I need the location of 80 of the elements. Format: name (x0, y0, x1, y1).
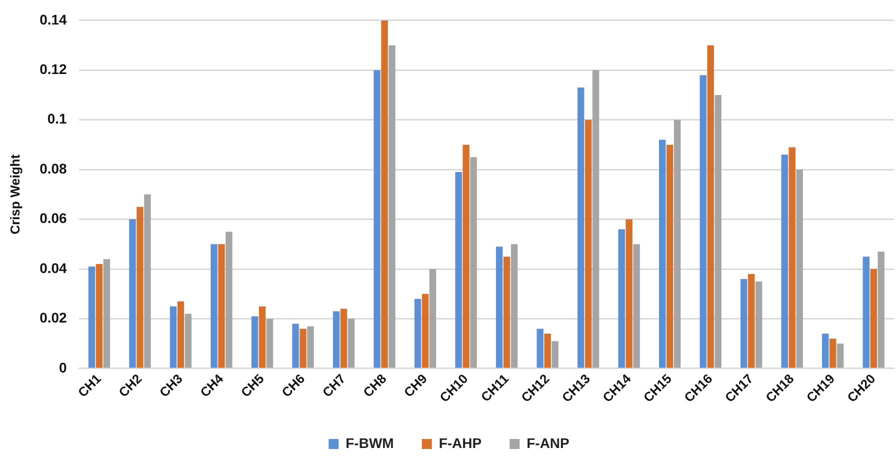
y-tick-label: 0.06 (40, 210, 68, 226)
bar (170, 306, 177, 368)
bar (218, 244, 225, 368)
bar (862, 256, 870, 368)
bar (266, 318, 274, 368)
bar (577, 88, 584, 368)
y-tick-label: 0 (59, 359, 68, 376)
bar (470, 157, 477, 368)
bar (822, 334, 829, 368)
bar (496, 246, 503, 368)
bar (226, 232, 232, 368)
bar (740, 278, 748, 368)
y-tick-label: 0.1 (47, 110, 68, 127)
x-tick-label: CH2 (116, 371, 145, 400)
bar (300, 328, 306, 368)
bar (422, 294, 429, 368)
bar (332, 311, 340, 368)
bar (796, 170, 803, 368)
bar (184, 314, 192, 368)
x-tick-label: CH6 (278, 371, 308, 400)
bar (830, 338, 836, 368)
bar (674, 120, 681, 368)
x-tick-label: CH9 (400, 371, 430, 400)
bar (88, 266, 96, 368)
bar (592, 70, 600, 368)
legend-label: F-ANP (526, 434, 570, 451)
bar (870, 269, 877, 368)
bar (748, 274, 755, 368)
bar (129, 219, 136, 368)
x-tick-label: CH8 (360, 371, 390, 400)
bar (340, 308, 348, 368)
bar (755, 281, 762, 368)
bar (544, 334, 551, 368)
bar (455, 172, 462, 368)
bar (258, 306, 266, 368)
bar (103, 259, 110, 368)
bar (552, 341, 558, 368)
bar (429, 269, 436, 368)
x-tick-label: CH5 (238, 371, 267, 400)
bar (292, 324, 299, 368)
bar (374, 70, 380, 368)
x-tick-label: CH4 (197, 370, 227, 400)
bar (503, 256, 510, 368)
bar (714, 94, 722, 368)
bar (788, 147, 796, 368)
bar (618, 229, 625, 368)
bar (781, 154, 788, 368)
bar (414, 298, 422, 368)
y-tick-label: 0.14 (40, 11, 68, 28)
bar (878, 252, 884, 368)
bar (388, 45, 396, 368)
bar (144, 194, 151, 368)
bar (381, 20, 388, 368)
x-tick-label: CH3 (156, 371, 186, 400)
x-tick-label: CH1 (74, 371, 104, 400)
y-tick-label: 0.08 (40, 160, 68, 176)
bar (462, 144, 470, 368)
y-tick-label: 0.12 (40, 60, 68, 77)
bar (210, 244, 218, 368)
bar (707, 45, 714, 368)
bar (626, 219, 632, 368)
legend-label: F-BWM (346, 434, 394, 451)
bar (536, 328, 544, 368)
bar (348, 318, 355, 368)
bar (510, 244, 518, 368)
bar (836, 344, 844, 368)
bar (700, 75, 706, 368)
bar (251, 316, 258, 368)
bar (666, 144, 674, 368)
legend-label: F-AHP (438, 434, 482, 451)
y-tick-label: 0.02 (40, 310, 68, 326)
y-axis-title: Crisp Weight (7, 154, 22, 234)
bar (633, 244, 640, 368)
bar (659, 140, 666, 368)
bar (307, 326, 314, 368)
bar (584, 120, 592, 368)
bar (177, 301, 184, 368)
bar (96, 264, 103, 368)
y-tick-label: 0.04 (40, 260, 68, 276)
bar (136, 206, 144, 368)
